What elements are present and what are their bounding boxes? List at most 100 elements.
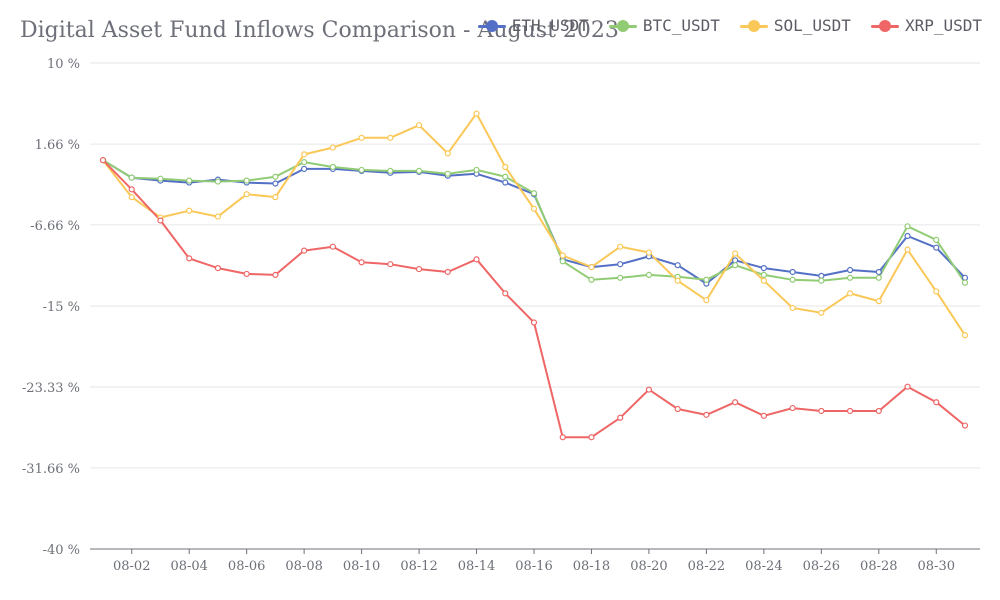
x-tick-label: 08-24 <box>745 559 782 574</box>
data-point-sol <box>329 144 336 151</box>
data-point-sol <box>789 304 796 312</box>
series-line-sol <box>102 112 966 336</box>
data-point-sol <box>243 191 250 198</box>
legend-item-eth[interactable]: ETH_USDT <box>477 16 589 35</box>
data-point-eth <box>301 165 308 173</box>
legend-swatch-xrp <box>870 19 899 33</box>
data-point-btc <box>301 159 308 166</box>
data-point-btc <box>645 271 653 278</box>
data-point-btc <box>415 167 423 174</box>
legend-dot-icon <box>485 19 498 32</box>
legend-swatch-btc <box>608 19 637 33</box>
data-point-xrp <box>617 414 624 421</box>
data-point-sol <box>645 249 653 256</box>
x-tick-label: 08-06 <box>228 559 265 574</box>
data-point-sol <box>473 110 480 117</box>
data-point-xrp <box>186 255 193 262</box>
legend-item-btc[interactable]: BTC_USDT <box>608 16 720 35</box>
data-point-eth <box>933 244 940 251</box>
data-point-sol <box>530 205 538 212</box>
data-point-btc <box>789 276 796 283</box>
x-tick-label: 08-22 <box>688 559 725 574</box>
x-tick-label: 08-04 <box>170 559 207 574</box>
data-point-sol <box>961 332 969 339</box>
data-point-sol <box>128 194 135 201</box>
data-point-btc <box>559 258 566 265</box>
y-tick-label: -15 % <box>43 300 80 315</box>
data-point-btc <box>961 279 969 286</box>
data-point-sol <box>502 163 509 171</box>
data-point-btc <box>473 166 480 174</box>
data-point-sol <box>933 288 940 295</box>
data-point-sol <box>214 213 222 220</box>
x-tick-label: 08-12 <box>400 559 437 574</box>
data-point-eth <box>272 180 279 187</box>
data-point-btc <box>703 276 710 283</box>
legend-dot-icon <box>747 19 760 32</box>
legend-item-xrp[interactable]: XRP_USDT <box>870 16 982 35</box>
x-tick-label: 08-08 <box>285 559 322 574</box>
legend-label-sol: SOL_USDT <box>773 16 851 35</box>
data-point-sol <box>617 243 624 250</box>
data-point-xrp <box>243 270 250 278</box>
y-tick-label: 1.66 % <box>35 138 80 153</box>
legend-dot-icon <box>616 19 629 32</box>
y-tick-label: -40 % <box>43 543 80 558</box>
data-point-xrp <box>846 407 854 415</box>
x-tick-label: 08-20 <box>630 559 667 574</box>
data-point-btc <box>760 271 767 278</box>
legend-dot-icon <box>878 19 891 32</box>
data-point-eth <box>674 262 681 269</box>
data-point-eth <box>818 272 825 279</box>
data-point-xrp <box>818 407 825 415</box>
data-point-btc <box>502 173 509 180</box>
x-tick-label: 08-14 <box>458 559 495 574</box>
data-point-eth <box>732 257 739 264</box>
x-tick-label: 08-16 <box>515 559 552 574</box>
data-point-xrp <box>961 422 969 429</box>
data-point-btc <box>329 163 336 171</box>
x-tick-label: 08-30 <box>918 559 955 574</box>
data-point-sol <box>875 298 882 305</box>
data-point-eth <box>502 179 509 186</box>
data-point-btc <box>933 236 940 244</box>
data-point-eth <box>875 268 882 276</box>
data-point-xrp <box>760 412 767 419</box>
data-point-sol <box>186 207 193 214</box>
data-point-xrp <box>272 271 279 278</box>
data-point-btc <box>846 274 854 281</box>
data-point-btc <box>157 175 164 182</box>
data-point-xrp <box>703 411 710 418</box>
data-point-xrp <box>674 405 681 413</box>
y-tick-label: -31.66 % <box>22 462 80 477</box>
data-point-xrp <box>789 404 796 412</box>
data-point-sol <box>272 194 279 201</box>
data-point-sol <box>358 134 365 141</box>
data-point-sol <box>674 277 681 284</box>
data-point-btc <box>732 262 739 269</box>
data-point-eth <box>961 274 969 281</box>
series-line-eth <box>102 159 966 285</box>
legend-item-sol[interactable]: SOL_USDT <box>739 16 851 35</box>
data-point-eth <box>846 266 854 274</box>
data-point-sol <box>846 290 854 297</box>
data-point-xrp <box>415 265 423 273</box>
data-point-btc <box>243 177 250 184</box>
data-point-eth <box>789 268 796 276</box>
data-point-xrp <box>473 256 480 263</box>
data-point-xrp <box>128 186 135 193</box>
data-point-sol <box>387 134 394 141</box>
data-point-btc <box>387 167 394 174</box>
x-tick-label: 08-18 <box>573 559 610 574</box>
x-tick-label: 08-28 <box>860 559 897 574</box>
data-point-sol <box>760 277 767 284</box>
series-line-btc <box>102 159 966 284</box>
data-point-xrp <box>933 399 940 406</box>
y-tick-label: -23.33 % <box>22 381 80 396</box>
data-point-xrp <box>875 407 882 415</box>
x-tick-label: 08-02 <box>113 559 150 574</box>
data-point-xrp <box>588 434 595 441</box>
legend-label-xrp: XRP_USDT <box>904 16 982 35</box>
data-point-xrp <box>732 399 739 406</box>
